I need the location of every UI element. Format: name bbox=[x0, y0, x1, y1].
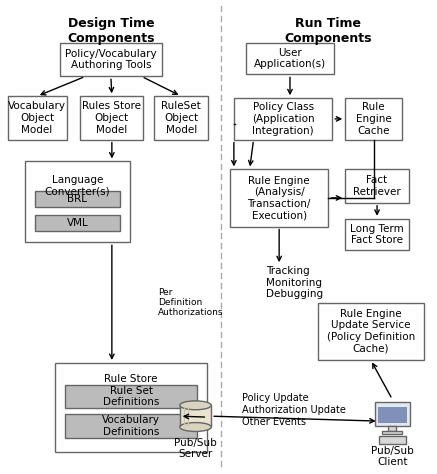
Bar bbox=[25, 161, 130, 242]
Bar bbox=[378, 407, 407, 423]
Bar bbox=[35, 215, 120, 230]
Text: Policy/Vocabulary
Authoring Tools: Policy/Vocabulary Authoring Tools bbox=[65, 49, 157, 71]
Text: User
Application(s): User Application(s) bbox=[254, 48, 326, 70]
Text: Language
Converter(s): Language Converter(s) bbox=[45, 175, 110, 197]
Text: Policy Class
(Application
Integration): Policy Class (Application Integration) bbox=[252, 102, 314, 136]
Bar bbox=[345, 169, 409, 203]
Bar bbox=[60, 43, 162, 76]
Bar bbox=[234, 98, 332, 140]
Text: Tracking
Monitoring
Debugging: Tracking Monitoring Debugging bbox=[267, 266, 323, 299]
Bar bbox=[345, 98, 402, 140]
Text: Run Time
Components: Run Time Components bbox=[284, 17, 372, 45]
Bar bbox=[230, 169, 328, 227]
Bar bbox=[378, 436, 406, 444]
Text: Rule Engine
(Analysis/
Transaction/
Execution): Rule Engine (Analysis/ Transaction/ Exec… bbox=[247, 175, 311, 220]
Bar bbox=[246, 43, 334, 74]
Bar bbox=[55, 363, 207, 452]
Bar bbox=[154, 96, 208, 140]
Text: RuleSet
Object
Model: RuleSet Object Model bbox=[161, 101, 201, 135]
Bar bbox=[382, 431, 402, 434]
Text: Fact
Retriever: Fact Retriever bbox=[353, 175, 401, 197]
Text: Rule
Engine
Cache: Rule Engine Cache bbox=[356, 102, 392, 136]
Text: Pub/Sub
Server: Pub/Sub Server bbox=[174, 438, 217, 459]
Bar bbox=[345, 219, 409, 250]
Bar bbox=[35, 191, 120, 207]
Bar bbox=[65, 414, 198, 438]
Text: Policy Update
Authorization Update
Other Events: Policy Update Authorization Update Other… bbox=[242, 393, 346, 427]
Text: Rule Engine
Update Service
(Policy Definition
Cache): Rule Engine Update Service (Policy Defin… bbox=[326, 309, 415, 354]
Bar bbox=[80, 96, 143, 140]
Bar bbox=[375, 402, 410, 426]
Text: Vocabulary
Definitions: Vocabulary Definitions bbox=[102, 415, 160, 437]
Bar bbox=[180, 405, 211, 427]
Text: Vocabulary
Object
Model: Vocabulary Object Model bbox=[8, 101, 66, 135]
Text: Per
Definition
Authorizations: Per Definition Authorizations bbox=[158, 288, 224, 318]
Ellipse shape bbox=[180, 423, 211, 431]
Text: Rule Set
Definitions: Rule Set Definitions bbox=[103, 386, 159, 407]
Text: BRL: BRL bbox=[67, 194, 87, 204]
Text: VML: VML bbox=[66, 218, 88, 228]
Text: Pub/Sub
Client: Pub/Sub Client bbox=[371, 446, 414, 467]
Text: Rule Store: Rule Store bbox=[104, 374, 158, 383]
Bar bbox=[388, 426, 396, 431]
Ellipse shape bbox=[180, 401, 211, 410]
Bar bbox=[65, 384, 198, 408]
Text: Long Term
Fact Store: Long Term Fact Store bbox=[350, 224, 404, 245]
Bar bbox=[318, 302, 424, 360]
Bar bbox=[7, 96, 66, 140]
Text: Design Time
Components: Design Time Components bbox=[67, 17, 155, 45]
Text: Rules Store
Object
Model: Rules Store Object Model bbox=[82, 101, 141, 135]
